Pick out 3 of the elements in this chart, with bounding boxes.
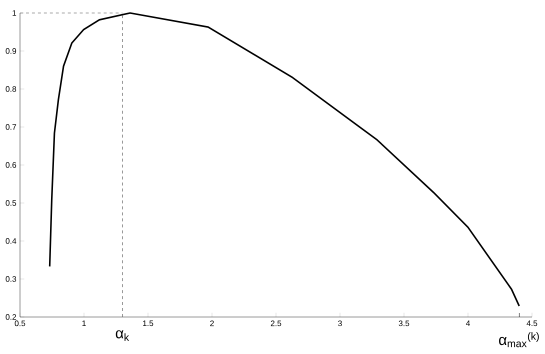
line-series <box>48 12 520 307</box>
annotation: α$_{max}$(k) <box>499 332 539 348</box>
ref-line-label: α$_{k}$ <box>116 330 130 341</box>
